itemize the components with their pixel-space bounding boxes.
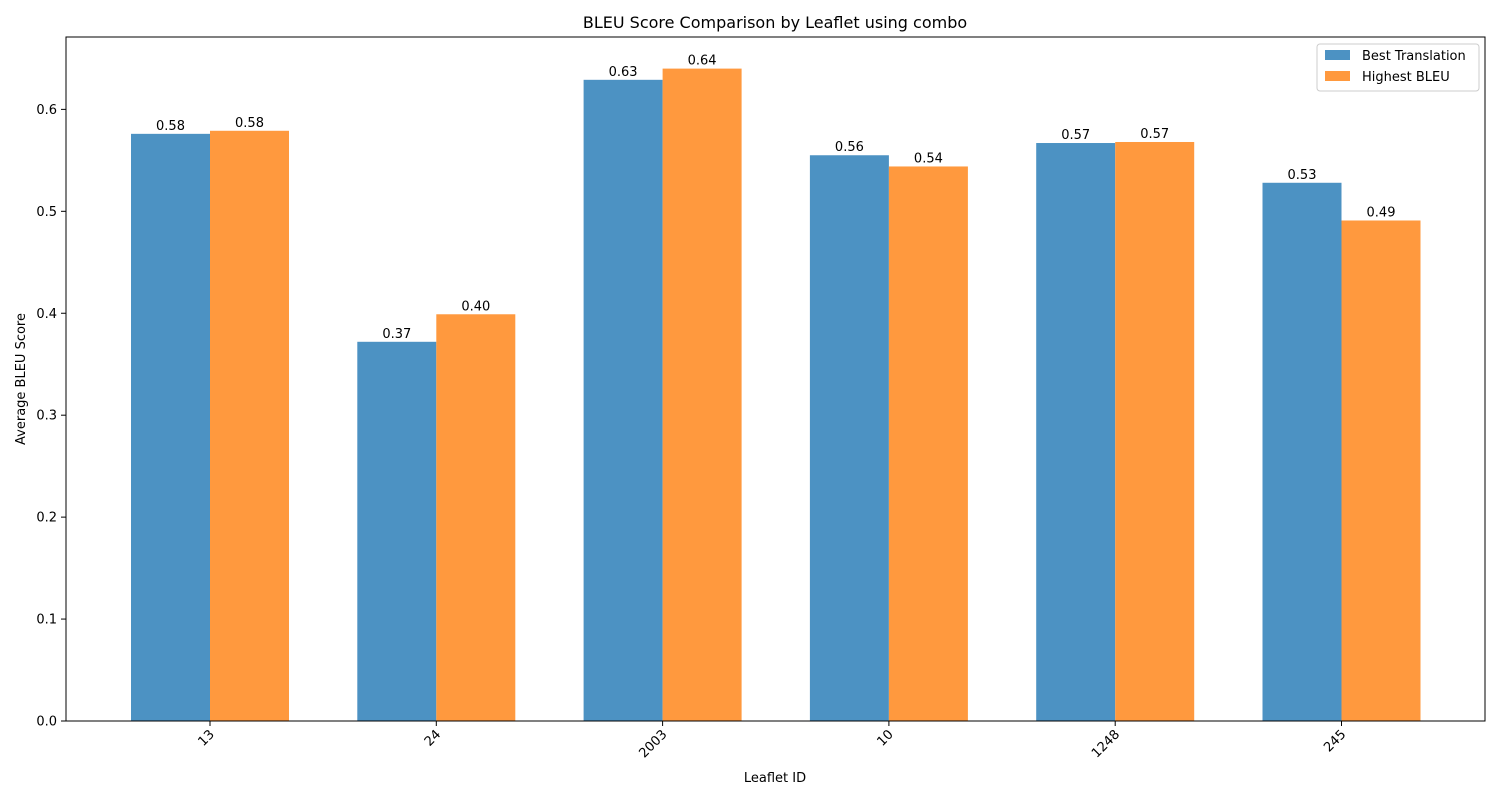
data-label-best-translation-245: 0.53: [1288, 168, 1317, 183]
data-label-best-translation-2003: 0.63: [609, 65, 638, 80]
bar-highest-bleu-2003: [662, 68, 742, 722]
data-label-highest-bleu-245: 0.49: [1367, 205, 1396, 220]
legend-label-best-translation: Best Translation: [1362, 49, 1466, 64]
x-axis-ticks: 13 24 2003 10 1248 245: [196, 721, 1349, 761]
data-label-best-translation-24: 0.37: [382, 327, 411, 342]
legend-swatch-highest-bleu: [1325, 71, 1350, 81]
x-tick-label-1248: 1248: [1089, 727, 1123, 761]
y-axis-ticks: 0.0 0.1 0.2 0.3 0.4 0.5 0.6: [36, 103, 66, 730]
y-tick-label-0.0: 0.0: [36, 715, 57, 730]
legend-label-highest-bleu: Highest BLEU: [1362, 70, 1450, 85]
y-tick-label-0.2: 0.2: [36, 511, 57, 526]
bar-best-translation-13: [131, 133, 210, 722]
legend-box: [1316, 43, 1480, 92]
y-tick-label-0.3: 0.3: [36, 409, 57, 424]
y-tick-label-0.5: 0.5: [36, 205, 57, 220]
data-label-highest-bleu-2003: 0.64: [688, 54, 717, 69]
bar-highest-bleu-245: [1341, 220, 1421, 721]
bar-highest-bleu-10: [888, 166, 968, 721]
bar-best-translation-10: [809, 155, 889, 722]
data-label-best-translation-13: 0.58: [156, 119, 185, 134]
bar-best-translation-1248: [1036, 143, 1116, 722]
data-label-highest-bleu-24: 0.40: [461, 299, 490, 314]
bars-group: [131, 68, 1421, 722]
data-label-highest-bleu-10: 0.54: [914, 151, 943, 166]
bar-best-translation-24: [357, 341, 437, 721]
chart-title: BLEU Score Comparison by Leaflet using c…: [583, 13, 967, 32]
bar-highest-bleu-1248: [1115, 141, 1195, 721]
x-tick-label-24: 24: [422, 727, 444, 749]
x-tick-label-13: 13: [196, 727, 218, 749]
x-axis-label: Leaflet ID: [744, 771, 806, 786]
bar-best-translation-245: [1262, 182, 1342, 721]
data-label-best-translation-10: 0.56: [835, 140, 864, 155]
data-label-best-translation-1248: 0.57: [1061, 128, 1090, 143]
y-tick-label-0.6: 0.6: [36, 103, 57, 118]
bar-highest-bleu-13: [210, 130, 289, 721]
bar-highest-bleu-24: [436, 314, 516, 721]
y-tick-label-0.4: 0.4: [36, 307, 57, 322]
x-tick-label-245: 245: [1321, 727, 1349, 755]
y-tick-label-0.1: 0.1: [36, 613, 57, 628]
x-tick-label-2003: 2003: [636, 727, 670, 761]
legend-swatch-best-translation: [1325, 50, 1350, 60]
legend: Best Translation Highest BLEU: [1316, 43, 1480, 92]
plot-area-frame: [65, 36, 1486, 722]
bar-best-translation-2003: [583, 79, 663, 721]
data-label-highest-bleu-1248: 0.57: [1140, 127, 1169, 142]
x-tick-label-10: 10: [874, 727, 896, 749]
y-axis-label: Average BLEU Score: [14, 313, 29, 445]
data-labels-group: 0.58 0.58 0.37 0.40 0.63 0.64 0.56 0.54 0.57 0.57…: [156, 54, 1395, 342]
data-label-highest-bleu-13: 0.58: [235, 116, 264, 131]
